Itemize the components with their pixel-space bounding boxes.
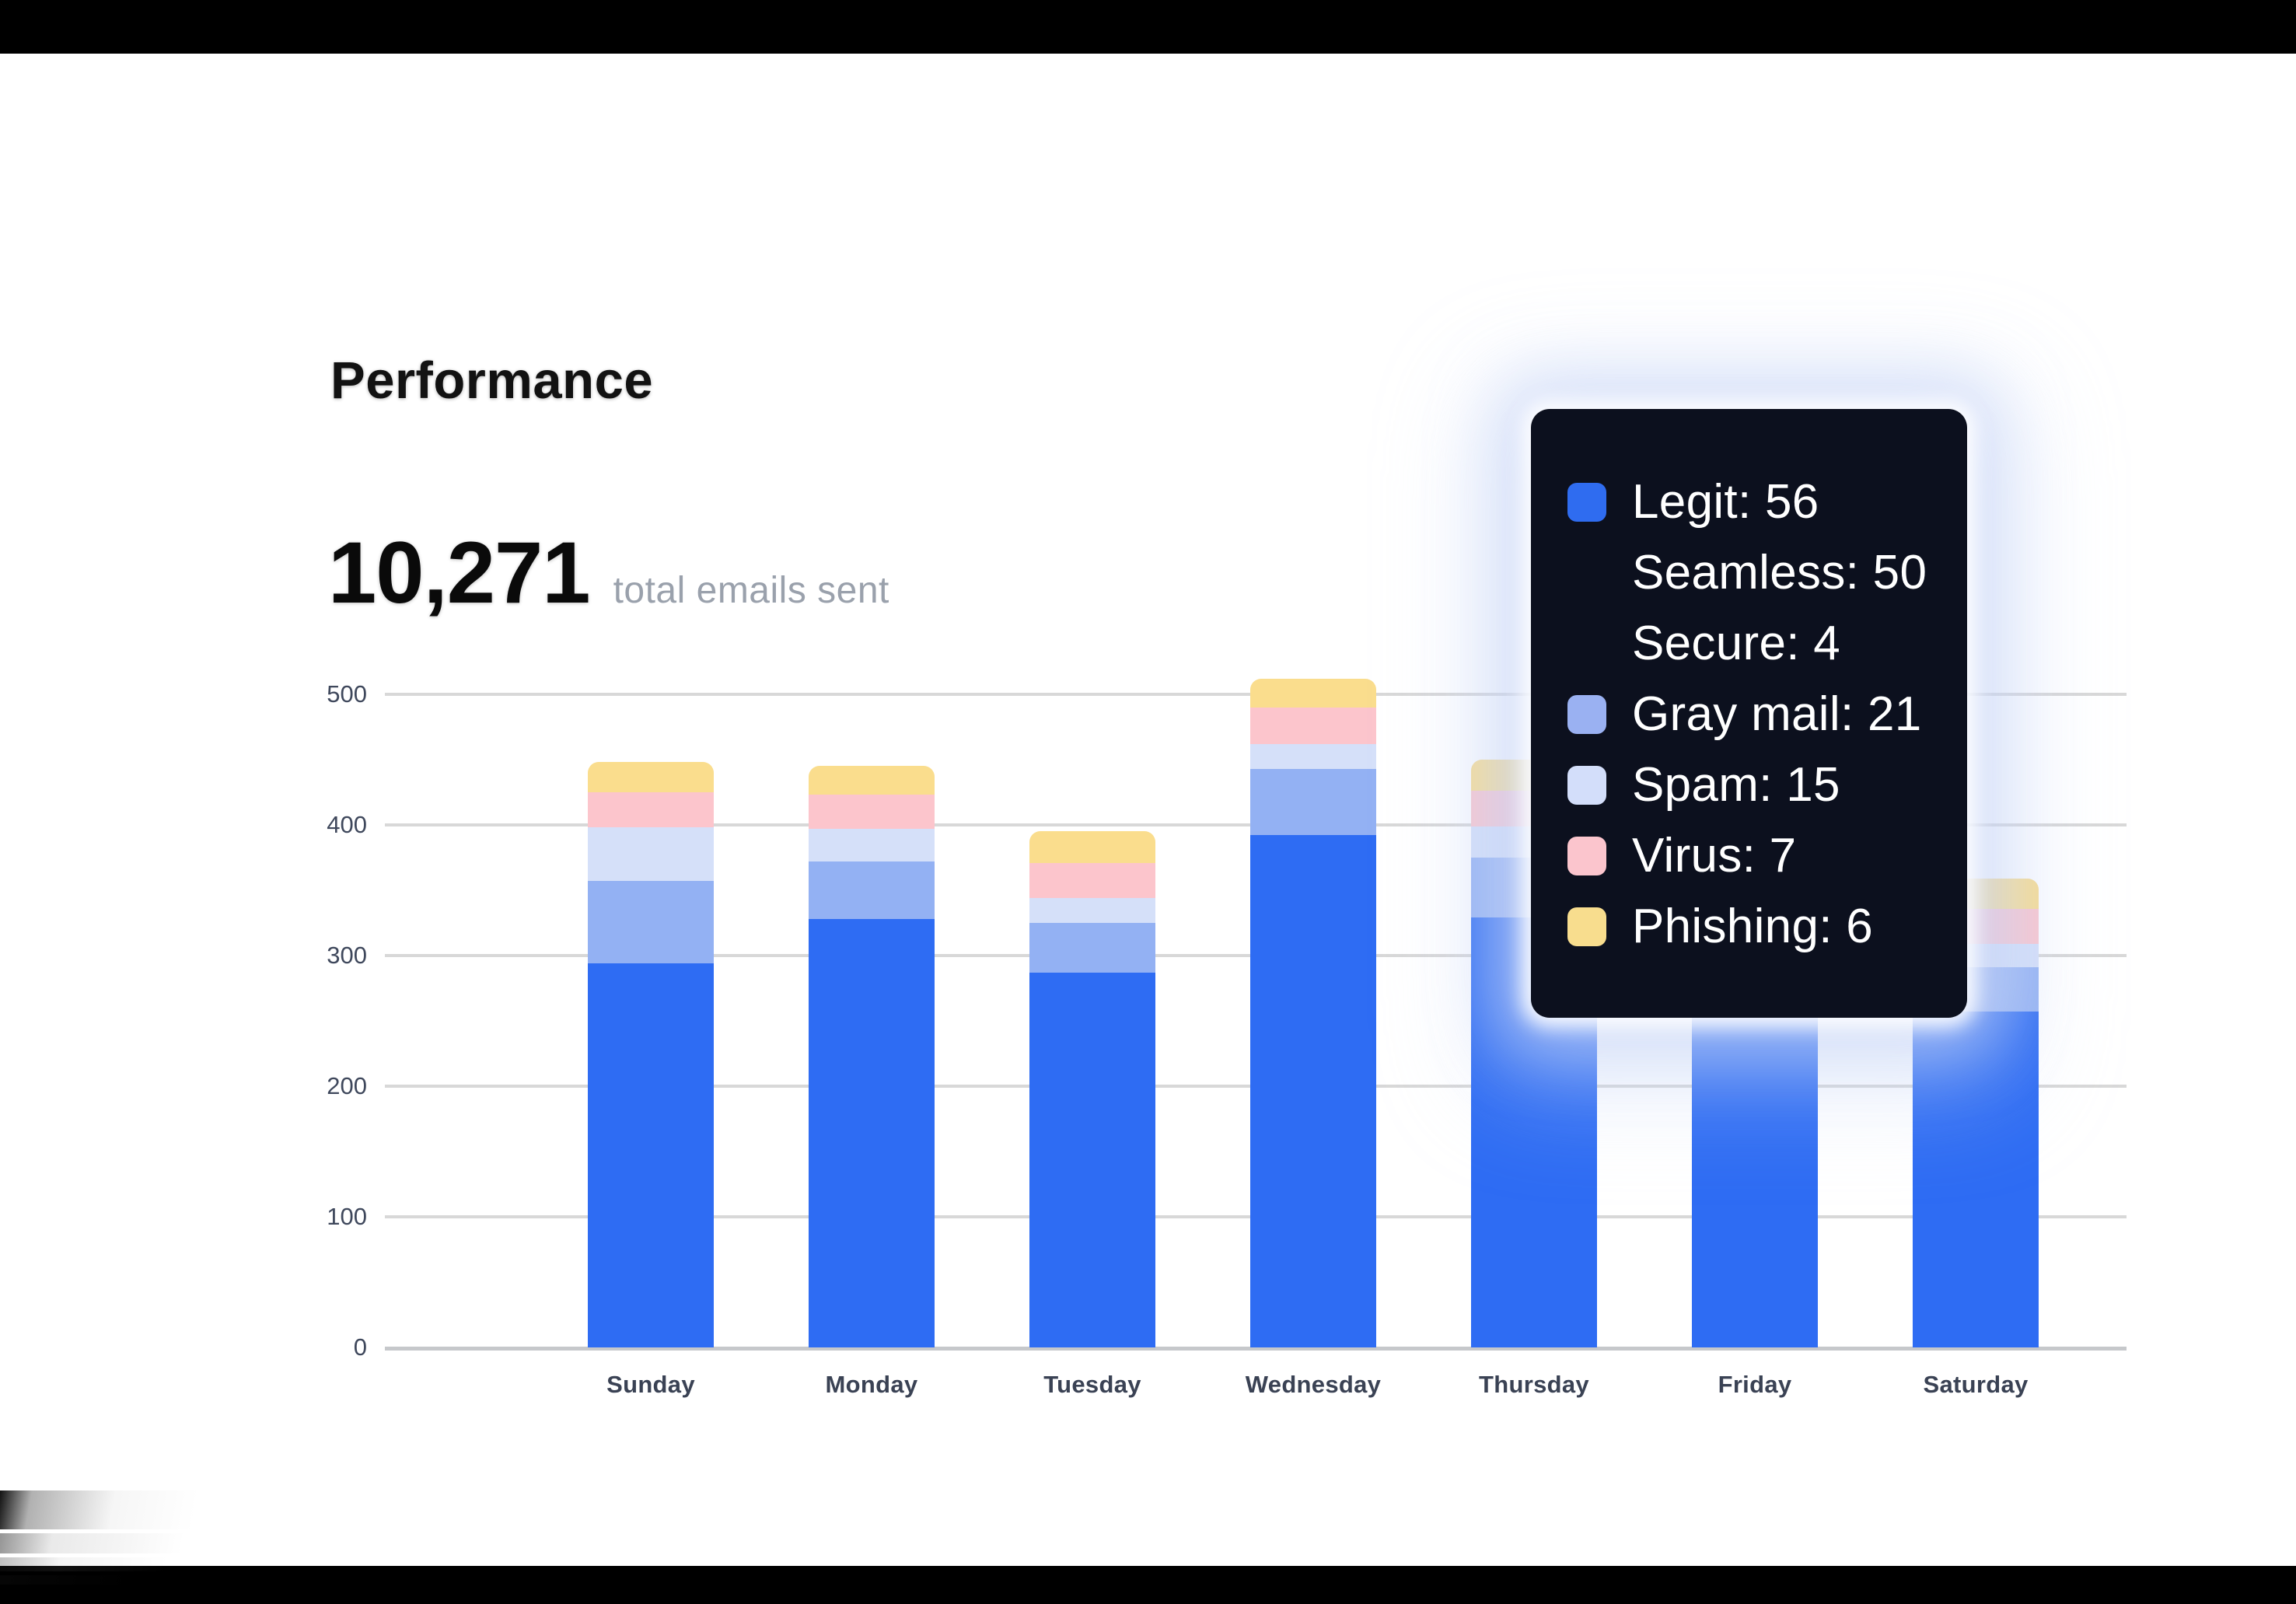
y-axis-tick: 200 — [327, 1072, 367, 1099]
bar-segment-spam[interactable] — [1029, 898, 1155, 924]
tooltip-row: Virus: 7 — [1567, 820, 1944, 891]
tooltip-label: Spam: 15 — [1632, 758, 1840, 812]
tooltip-swatch-spacer — [1567, 554, 1606, 592]
x-axis-label-tuesday: Tuesday — [1043, 1371, 1141, 1398]
tooltip-label: Phishing: 6 — [1632, 900, 1874, 953]
tooltip-row: Seamless: 50 — [1567, 537, 1944, 608]
x-axis-label-monday: Monday — [825, 1371, 918, 1398]
dashboard-panel: Performance 10,271 total emails sent 500… — [0, 54, 2296, 1585]
render-artifact — [0, 1533, 327, 1553]
bar-segment-phishing[interactable] — [809, 766, 935, 795]
bar-segment-virus[interactable] — [588, 792, 714, 828]
bar-segment-legit[interactable] — [809, 918, 935, 1347]
total-emails-stat: 10,271 total emails sent — [328, 529, 889, 617]
bar-segment-legit[interactable] — [588, 963, 714, 1347]
y-axis-tick: 0 — [353, 1333, 367, 1361]
y-axis-tick: 300 — [327, 942, 367, 969]
bar-segment-gray-mail[interactable] — [1250, 768, 1376, 836]
tooltip-row: Secure: 4 — [1567, 608, 1944, 679]
bar-segment-virus[interactable] — [809, 795, 935, 830]
tooltip-label: Seamless: 50 — [1632, 546, 1927, 599]
bar-wednesday[interactable] — [1203, 678, 1424, 1347]
bar-segment-virus[interactable] — [1029, 862, 1155, 899]
tooltip-swatch-icon — [1567, 907, 1606, 946]
render-artifact — [0, 1575, 295, 1585]
stat-label: total emails sent — [613, 570, 889, 611]
y-axis-tick: 500 — [327, 680, 367, 708]
x-axis-label-wednesday: Wednesday — [1245, 1371, 1382, 1398]
tooltip-swatch-icon — [1567, 694, 1606, 734]
x-axis-label-saturday: Saturday — [1923, 1371, 2029, 1398]
tooltip-swatch-icon — [1567, 765, 1606, 805]
page-title: Performance — [330, 351, 654, 410]
tooltip-row: Legit: 56 — [1567, 467, 1944, 537]
bar-segment-legit[interactable] — [1250, 835, 1376, 1347]
y-axis-tick: 100 — [327, 1203, 367, 1230]
bar-monday[interactable] — [761, 694, 982, 1347]
render-artifact — [0, 1557, 334, 1571]
tooltip-swatch-spacer — [1567, 624, 1606, 663]
top-letterbox — [0, 0, 2296, 54]
bar-chart — [540, 678, 2086, 1347]
render-artifact — [0, 1490, 315, 1529]
bar-sunday[interactable] — [540, 694, 761, 1347]
tooltip-swatch-icon — [1567, 482, 1606, 522]
tooltip-label: Gray mail: 21 — [1632, 687, 1922, 741]
x-axis-labels: Sunday Monday Tuesday Wednesday Thursday Frid… — [540, 1371, 2086, 1399]
bar-segment-legit[interactable] — [1913, 1012, 2039, 1347]
x-axis-line — [385, 1347, 2127, 1351]
y-axis: 500 400 300 200 100 0 — [303, 680, 367, 1361]
bar-segment-spam[interactable] — [1250, 743, 1376, 769]
bar-tuesday[interactable] — [982, 694, 1203, 1347]
bottom-letterbox — [0, 1566, 2296, 1604]
tooltip-swatch-icon — [1567, 836, 1606, 875]
tooltip-label: Legit: 56 — [1632, 475, 1819, 529]
bar-segment-spam[interactable] — [809, 829, 935, 862]
bar-segment-gray-mail[interactable] — [809, 861, 935, 919]
bar-segment-virus[interactable] — [1250, 707, 1376, 744]
tooltip-label: Virus: 7 — [1632, 829, 1797, 882]
x-axis-label-thursday: Thursday — [1479, 1371, 1589, 1398]
tooltip-row: Spam: 15 — [1567, 750, 1944, 820]
tooltip-row: Phishing: 6 — [1567, 891, 1944, 962]
chart-tooltip: Legit: 56 Seamless: 50 Secure: 4 Gray mail:… — [1531, 409, 1967, 1018]
bar-segment-gray-mail[interactable] — [1029, 923, 1155, 973]
x-axis-label-sunday: Sunday — [606, 1371, 695, 1398]
bar-segment-phishing[interactable] — [1250, 678, 1376, 708]
x-axis-label-friday: Friday — [1718, 1371, 1792, 1398]
bar-segment-legit[interactable] — [1029, 972, 1155, 1347]
tooltip-row: Gray mail: 21 — [1567, 679, 1944, 750]
bar-segment-phishing[interactable] — [588, 762, 714, 793]
y-axis-tick: 400 — [327, 811, 367, 838]
stat-value: 10,271 — [328, 524, 591, 621]
bar-segment-phishing[interactable] — [1029, 831, 1155, 863]
tooltip-label: Secure: 4 — [1632, 617, 1841, 670]
bar-segment-gray-mail[interactable] — [588, 881, 714, 964]
bar-segment-spam[interactable] — [588, 827, 714, 882]
